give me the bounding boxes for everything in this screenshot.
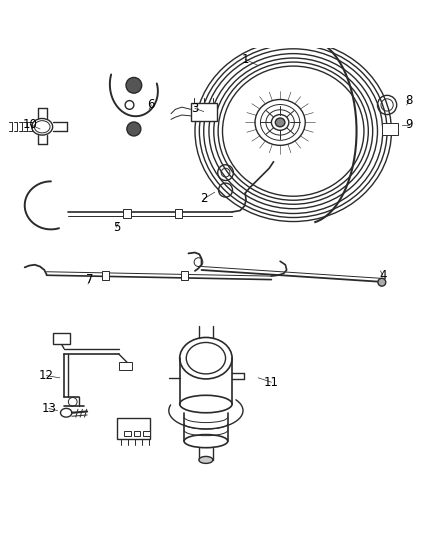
Text: 5: 5 <box>113 221 120 233</box>
Ellipse shape <box>276 118 285 127</box>
Bar <box>120 362 132 370</box>
Text: 7: 7 <box>86 273 94 286</box>
Ellipse shape <box>378 278 386 286</box>
Bar <box>191 103 217 121</box>
Text: 2: 2 <box>200 192 208 205</box>
Bar <box>123 209 131 219</box>
Text: 8: 8 <box>405 94 413 107</box>
Text: 1: 1 <box>241 53 249 66</box>
Text: 3: 3 <box>191 102 199 115</box>
Circle shape <box>126 77 142 93</box>
Text: 13: 13 <box>41 402 56 415</box>
Bar <box>53 333 70 344</box>
Text: 4: 4 <box>379 269 386 282</box>
Bar <box>382 123 398 135</box>
Text: 9: 9 <box>405 118 413 131</box>
Bar <box>180 271 187 280</box>
Text: 10: 10 <box>23 118 38 131</box>
Text: 12: 12 <box>39 369 54 382</box>
Text: 6: 6 <box>148 99 155 111</box>
Bar <box>144 431 150 436</box>
Bar <box>124 431 131 436</box>
Bar <box>102 271 109 280</box>
Bar <box>117 418 150 439</box>
Bar <box>175 209 182 217</box>
Text: 11: 11 <box>264 376 279 389</box>
Circle shape <box>127 122 141 136</box>
Ellipse shape <box>199 456 213 463</box>
Bar <box>134 431 141 436</box>
